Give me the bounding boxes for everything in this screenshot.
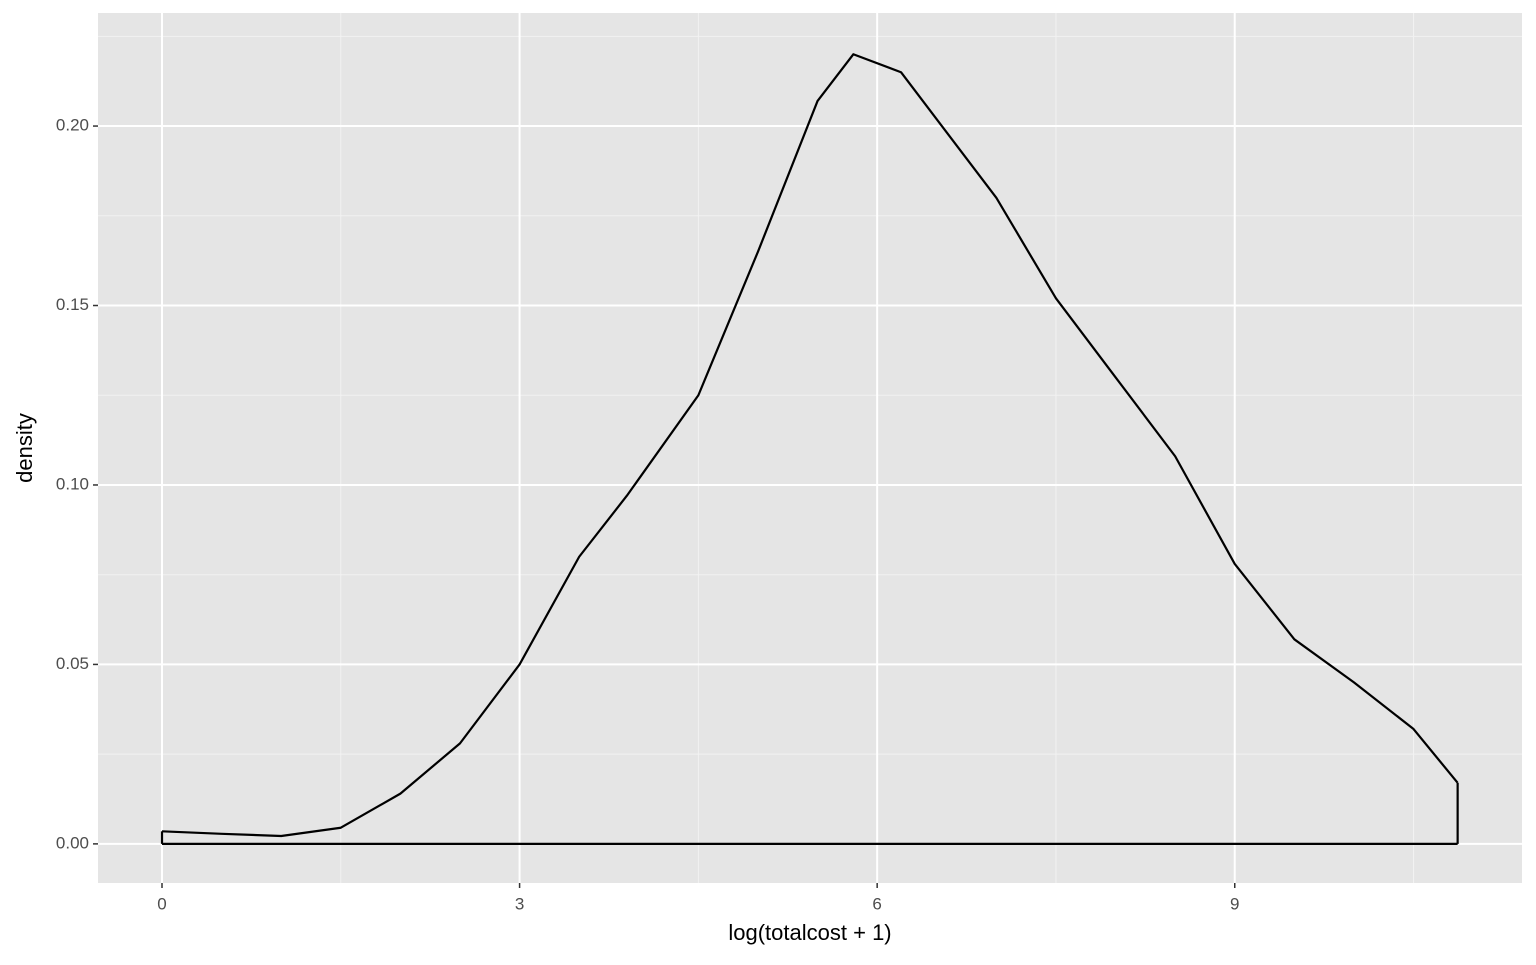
marks: [160, 53, 1459, 845]
density-curve: [161, 53, 1459, 838]
x-tick-label: 9: [1230, 894, 1239, 913]
x-tick-label: 3: [515, 894, 524, 913]
y-axis-title: density: [12, 413, 37, 483]
y-tick-label: 0.10: [56, 474, 89, 493]
x-tick-label: 0: [157, 894, 166, 913]
y-tick-label: 0.15: [56, 295, 89, 314]
y-tick-label: 0.20: [56, 116, 89, 135]
x-tick-label: 6: [872, 894, 881, 913]
y-tick-label: 0.00: [56, 833, 89, 852]
panel: [98, 13, 1522, 883]
y-tick-label: 0.05: [56, 654, 89, 673]
x-axis-title: log(totalcost + 1): [728, 920, 891, 945]
